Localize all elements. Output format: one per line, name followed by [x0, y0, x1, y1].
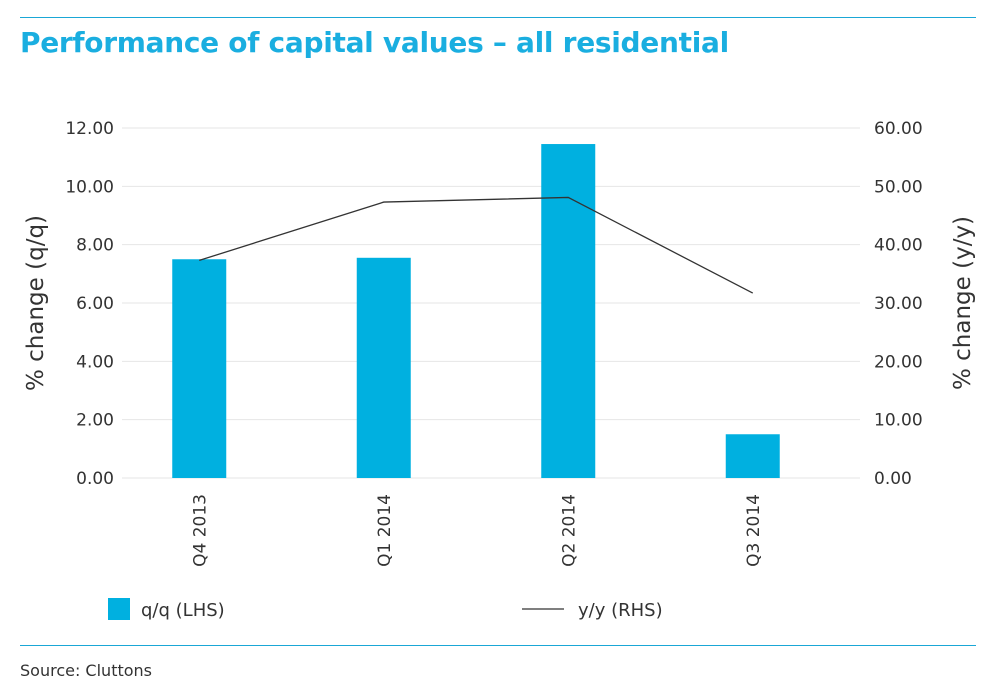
left-tick-label: 8.00 [76, 236, 114, 256]
right-axis-ticks: 0.00 10.00 20.00 30.00 40.00 50.00 60.00 [874, 119, 923, 489]
source-note: Source: Cluttons [20, 661, 152, 680]
right-tick-label: 30.00 [874, 294, 923, 314]
left-tick-label: 10.00 [65, 177, 114, 197]
x-axis-ticks: Q4 2013 Q1 2014 Q2 2014 Q3 2014 [190, 494, 764, 567]
right-tick-label: 20.00 [874, 352, 923, 372]
x-tick-label: Q4 2013 [190, 494, 210, 567]
x-tick-label: Q3 2014 [744, 494, 764, 567]
left-tick-label: 0.00 [76, 469, 114, 489]
right-axis-title: % change (y/y) [950, 216, 976, 390]
bar-series [172, 144, 780, 478]
legend: q/q (LHS) y/y (RHS) [108, 598, 663, 621]
right-tick-label: 10.00 [874, 411, 923, 431]
chart-title: Performance of capital values – all resi… [20, 26, 729, 59]
bottom-rule [20, 645, 976, 646]
right-tick-label: 50.00 [874, 177, 923, 197]
bar [725, 434, 780, 478]
top-rule [20, 17, 976, 18]
right-tick-label: 60.00 [874, 119, 923, 139]
legend-swatch-bar [108, 598, 130, 620]
legend-label-bar: q/q (LHS) [141, 600, 225, 621]
left-tick-label: 12.00 [65, 119, 114, 139]
legend-label-line: y/y (RHS) [578, 600, 663, 621]
x-tick-label: Q1 2014 [375, 494, 395, 567]
left-axis-title: % change (q/q) [23, 215, 49, 391]
bar [356, 257, 411, 478]
left-tick-label: 6.00 [76, 294, 114, 314]
right-tick-label: 40.00 [874, 236, 923, 256]
line-series [199, 196, 754, 294]
left-tick-label: 4.00 [76, 352, 114, 372]
bar [541, 144, 596, 478]
left-tick-label: 2.00 [76, 411, 114, 431]
gridlines [122, 127, 860, 479]
x-tick-label: Q2 2014 [559, 494, 579, 567]
right-tick-label: 0.00 [874, 469, 912, 489]
bar [172, 259, 227, 478]
series-line [199, 196, 754, 294]
left-axis-ticks: 0.00 2.00 4.00 6.00 8.00 10.00 12.00 [65, 119, 114, 489]
